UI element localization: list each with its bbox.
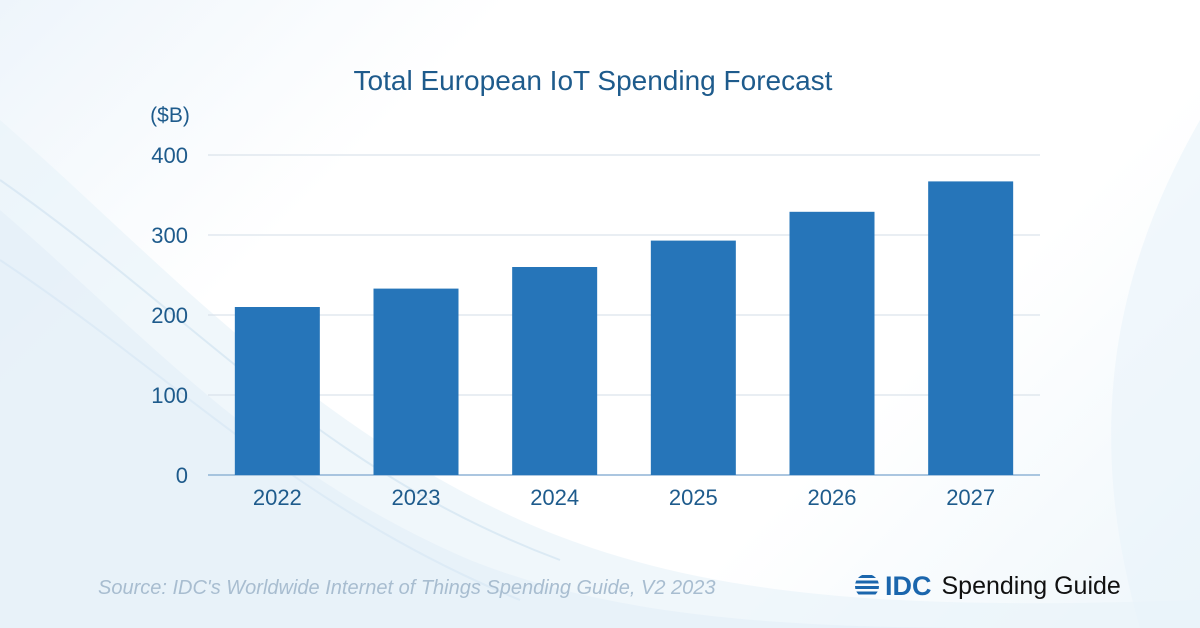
x-tick-label: 2022 (253, 485, 302, 510)
y-axis-ticks: 0 100 200 300 400 (151, 143, 188, 488)
x-axis-ticks: 2022 2023 2024 2025 2026 2027 (253, 485, 995, 510)
brand-product: Spending Guide (941, 571, 1121, 600)
bar-2023 (373, 288, 459, 475)
y-tick-label: 200 (151, 303, 188, 328)
bar-2024 (512, 267, 598, 475)
bar-2027 (928, 181, 1014, 475)
y-axis-unit-label: ($B) (150, 104, 190, 127)
x-tick-label: 2025 (669, 485, 718, 510)
x-tick-label: 2026 (808, 485, 857, 510)
bar-2026 (789, 211, 875, 476)
y-tick-label: 400 (151, 143, 188, 168)
x-tick-label: 2027 (946, 485, 995, 510)
bar-2025 (650, 240, 736, 475)
brand-logo: IDC Spending Guide (853, 568, 1121, 604)
bar-2022 (234, 307, 320, 475)
y-tick-label: 300 (151, 223, 188, 248)
x-tick-label: 2024 (530, 485, 579, 510)
chart-title: Total European IoT Spending Forecast (354, 65, 833, 96)
grid-lines (208, 154, 1040, 476)
y-tick-label: 0 (176, 463, 188, 488)
source-note: Source: IDC's Worldwide Internet of Thin… (98, 577, 716, 599)
brand-name: IDC (885, 570, 932, 601)
y-tick-label: 100 (151, 383, 188, 408)
bars (234, 181, 1014, 476)
x-tick-label: 2023 (392, 485, 441, 510)
idc-globe-icon (855, 575, 879, 595)
